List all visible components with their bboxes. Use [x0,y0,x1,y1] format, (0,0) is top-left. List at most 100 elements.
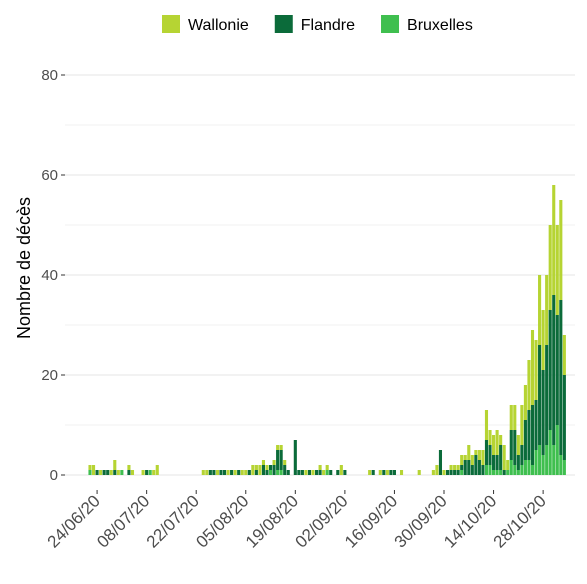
bar-segment [502,470,506,475]
bar-segment [502,445,506,470]
bar-segment [438,450,443,475]
bar-segment [477,450,481,460]
legend-swatch [274,15,293,33]
legend-label: Bruxelles [407,17,473,34]
bar-segment [109,470,113,475]
bar-segment [488,430,492,445]
x-tick-label: 02/09/20 [291,491,351,551]
bar-segment [534,450,538,475]
bar-segment [481,465,485,475]
bar-segment [99,470,103,475]
bar-segment [417,470,421,475]
bar-segment [541,455,545,475]
bar-segment [534,340,538,400]
bar-segment [506,460,510,470]
bar-segment [513,405,517,430]
bar-segment [453,465,457,470]
bar-segment [145,470,149,475]
bar-segment [254,470,258,475]
bar-segment [474,455,478,475]
bar-segment [506,470,510,475]
bar-segment [247,470,251,475]
bar-segment [318,470,322,475]
bar-segment [488,465,492,475]
bar-segment [272,460,276,465]
bar-segment [389,470,393,475]
bar-segment [148,470,152,475]
x-tick-label: 30/09/20 [391,491,451,551]
bar-segment [222,470,227,475]
bar-segment [297,470,301,475]
bar-segment [311,470,315,475]
bar-segment [495,455,499,470]
bar-segment [219,470,223,475]
x-tick-label: 24/06/20 [44,491,104,551]
bar-segment [484,440,489,465]
bar-segment [205,470,209,475]
bar-segment [520,465,524,475]
bar-segment [102,470,106,475]
bar-segment [463,460,467,475]
bar-segment [371,470,375,475]
bar-segment [399,470,404,475]
bar-segment [516,435,520,455]
bar-segment [484,465,489,475]
bar-segment [283,460,287,465]
bar-segment [548,310,552,430]
bar-segment [492,455,496,470]
x-tick-label: 14/10/20 [440,491,500,551]
bar-segment [456,470,460,475]
bar-segment [545,445,549,475]
bar-segment [499,470,503,475]
bar-segment [237,470,241,475]
bar-segment [283,465,287,475]
bar-segment [113,470,117,475]
y-tick-label: 60 [41,167,58,184]
bar-segment [279,450,283,470]
bar-segment [467,445,471,460]
bar-segment [343,470,347,475]
bar-segment [127,470,131,475]
y-axis-label: Nombre de décès [14,197,34,339]
bar-segment [315,470,319,475]
x-tick-label: 22/07/20 [143,491,203,551]
bar-segment [484,410,489,440]
bar-segment [130,470,135,475]
bar-segment [254,465,258,470]
bar-segment [325,470,329,475]
bar-segment [268,465,273,470]
bar-segment [527,460,531,475]
bar-segment [88,465,92,470]
y-tick-label: 80 [41,67,58,84]
bar-segment [495,430,499,455]
bar-segment [488,445,492,465]
legend-swatch [162,15,180,33]
bar-segment [481,450,485,465]
bar-segment [499,445,503,470]
bar-segment [495,470,499,475]
bar-segment [322,470,326,475]
bar-segment [152,470,156,475]
bar-segment [516,470,520,475]
bar-segment [116,470,120,475]
bar-segment [91,465,96,475]
legend-swatch [381,15,400,33]
bar-segment [286,470,290,475]
bar-segment [541,370,545,455]
bar-segment [527,410,531,460]
bar-segment [230,470,234,475]
bar-segment [562,375,566,460]
bar-segment [456,465,460,470]
bar-segment [552,295,556,445]
bar-segment [233,470,237,475]
bar-segment [509,430,513,460]
bar-segment [226,470,230,475]
bar-segment [460,470,464,475]
bar-segment [449,470,453,475]
bar-segment [552,445,556,475]
bar-segment [527,360,531,410]
bar-segment [442,470,446,475]
bar-segment [523,420,527,460]
bar-segment [113,460,117,470]
bar-segment [279,445,283,450]
